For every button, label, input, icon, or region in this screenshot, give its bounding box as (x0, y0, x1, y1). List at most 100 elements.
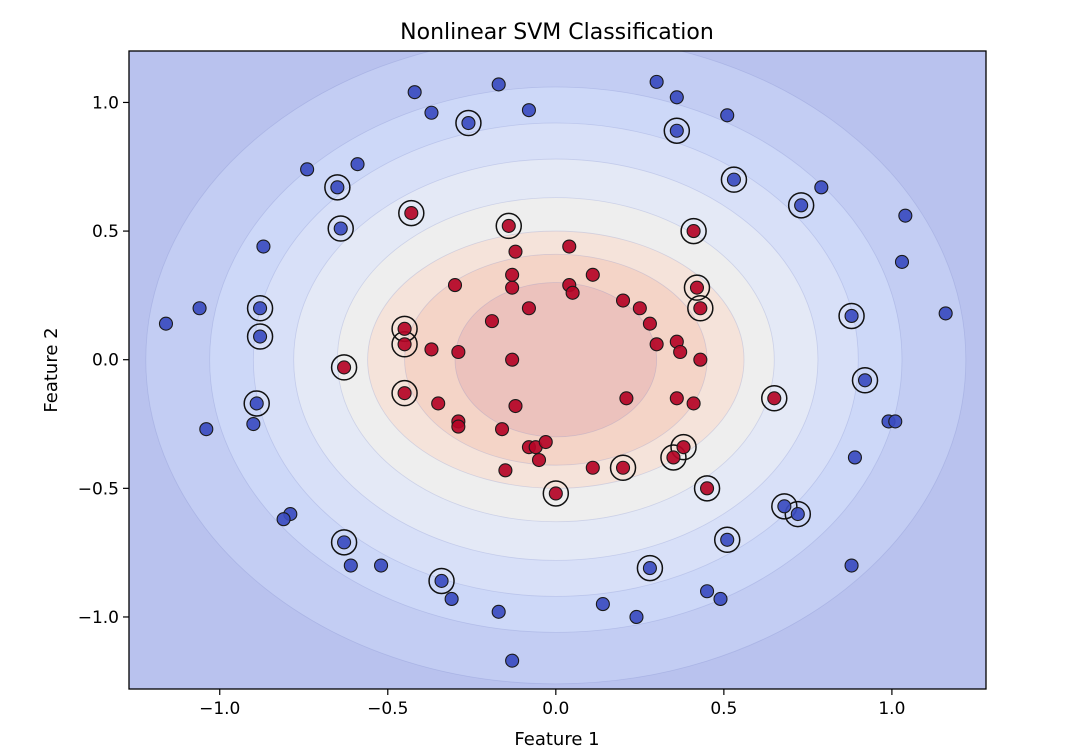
chart-title: Nonlinear SVM Classification (400, 20, 714, 45)
point-class-1 (548, 486, 563, 501)
point-class-0 (726, 172, 741, 187)
support-vector-ring (771, 493, 798, 520)
point-class-0 (857, 373, 873, 388)
y-tick-label: −0.5 (78, 479, 119, 499)
point-class-1 (562, 239, 577, 254)
point-class-1 (676, 440, 691, 455)
point-class-0 (888, 414, 903, 429)
point-class-0 (424, 105, 439, 120)
point-class-0 (407, 85, 422, 100)
support-vector-ring (542, 480, 570, 507)
support-vector-ring (663, 117, 691, 144)
point-class-0 (794, 198, 809, 213)
point-class-0 (249, 396, 264, 411)
point-class-0 (814, 180, 829, 195)
point-class-1 (505, 267, 520, 282)
support-vector-ring (330, 354, 358, 381)
point-class-0 (253, 301, 268, 316)
support-vector-ring (246, 323, 274, 350)
point-class-0 (669, 123, 684, 138)
point-class-0 (720, 532, 735, 547)
support-vector-ring (670, 433, 697, 461)
point-class-0 (333, 221, 348, 236)
point-class-1 (632, 301, 647, 316)
point-class-1 (424, 342, 439, 357)
point-class-0 (350, 157, 365, 172)
point-class-0 (256, 239, 271, 254)
support-vector-ring (636, 554, 664, 582)
point-class-1 (686, 224, 701, 239)
point-class-1 (431, 396, 446, 411)
data-points (158, 74, 953, 668)
point-class-1 (619, 391, 634, 406)
point-class-0 (491, 77, 506, 92)
point-class-1 (693, 352, 708, 367)
support-vector-rings (243, 109, 879, 595)
x-tick-label: −1.0 (199, 699, 240, 719)
plot-frame (128, 50, 987, 690)
point-class-1 (498, 463, 513, 478)
point-class-1 (585, 267, 600, 282)
point-class-0 (720, 108, 735, 123)
point-class-1 (649, 337, 664, 352)
point-class-1 (767, 391, 782, 406)
point-class-0 (330, 180, 345, 195)
point-class-0 (461, 115, 476, 131)
point-class-1 (494, 422, 510, 437)
x-tick-label: −0.5 (367, 699, 408, 719)
support-vector-ring (787, 192, 815, 219)
support-vector-ring (851, 367, 879, 394)
point-class-0 (777, 499, 792, 514)
y-tick-label: 0.5 (92, 222, 119, 242)
point-class-0 (434, 573, 449, 589)
support-vector-ring (693, 475, 721, 502)
support-vector-ring (683, 274, 711, 301)
point-class-0 (938, 306, 953, 321)
support-vector-ring (687, 295, 714, 322)
decision-contours (129, 51, 986, 689)
point-class-0 (700, 584, 715, 599)
point-class-1 (585, 460, 600, 475)
support-vector-ring (784, 500, 812, 528)
point-class-0 (595, 597, 610, 612)
point-class-1 (451, 344, 466, 360)
y-tick-label: 1.0 (92, 93, 119, 113)
point-class-0 (898, 208, 913, 223)
support-vector-ring (398, 199, 425, 227)
support-vector-ring (495, 212, 523, 240)
point-class-0 (790, 507, 805, 522)
support-vector-ring (324, 174, 351, 201)
point-class-1 (642, 316, 657, 331)
support-vector-ring (713, 526, 741, 554)
x-tick-label: 0.5 (710, 699, 737, 719)
point-class-0 (374, 558, 389, 573)
point-class-1 (538, 434, 553, 450)
support-vector-ring (330, 529, 358, 556)
point-class-0 (844, 308, 859, 324)
point-class-1 (447, 278, 463, 293)
point-class-0 (847, 450, 862, 465)
point-class-0 (669, 90, 684, 105)
x-tick-label: 0.0 (542, 699, 569, 719)
x-axis-label: Feature 1 (514, 729, 599, 750)
point-class-1 (404, 206, 419, 221)
support-vector-ring (428, 567, 455, 595)
point-class-1 (397, 337, 412, 352)
point-class-0 (192, 301, 207, 316)
y-axis-ticks: −1.0 −0.5 0.0 0.5 1.0 (78, 93, 129, 628)
point-class-1 (521, 301, 536, 316)
point-class-1 (508, 244, 523, 259)
point-class-1 (689, 280, 705, 295)
point-class-0 (337, 535, 352, 550)
support-vector-ring (327, 215, 354, 242)
support-vector-ring (761, 385, 788, 412)
y-axis-label: Feature 2 (41, 327, 62, 412)
support-vector-ring (246, 295, 274, 322)
point-class-0 (343, 558, 358, 573)
point-class-0 (253, 329, 268, 344)
point-class-1 (693, 301, 708, 316)
y-tick-label: 0.0 (92, 351, 119, 371)
point-class-1 (505, 280, 520, 295)
point-class-0 (844, 558, 859, 573)
point-class-1 (565, 285, 580, 300)
